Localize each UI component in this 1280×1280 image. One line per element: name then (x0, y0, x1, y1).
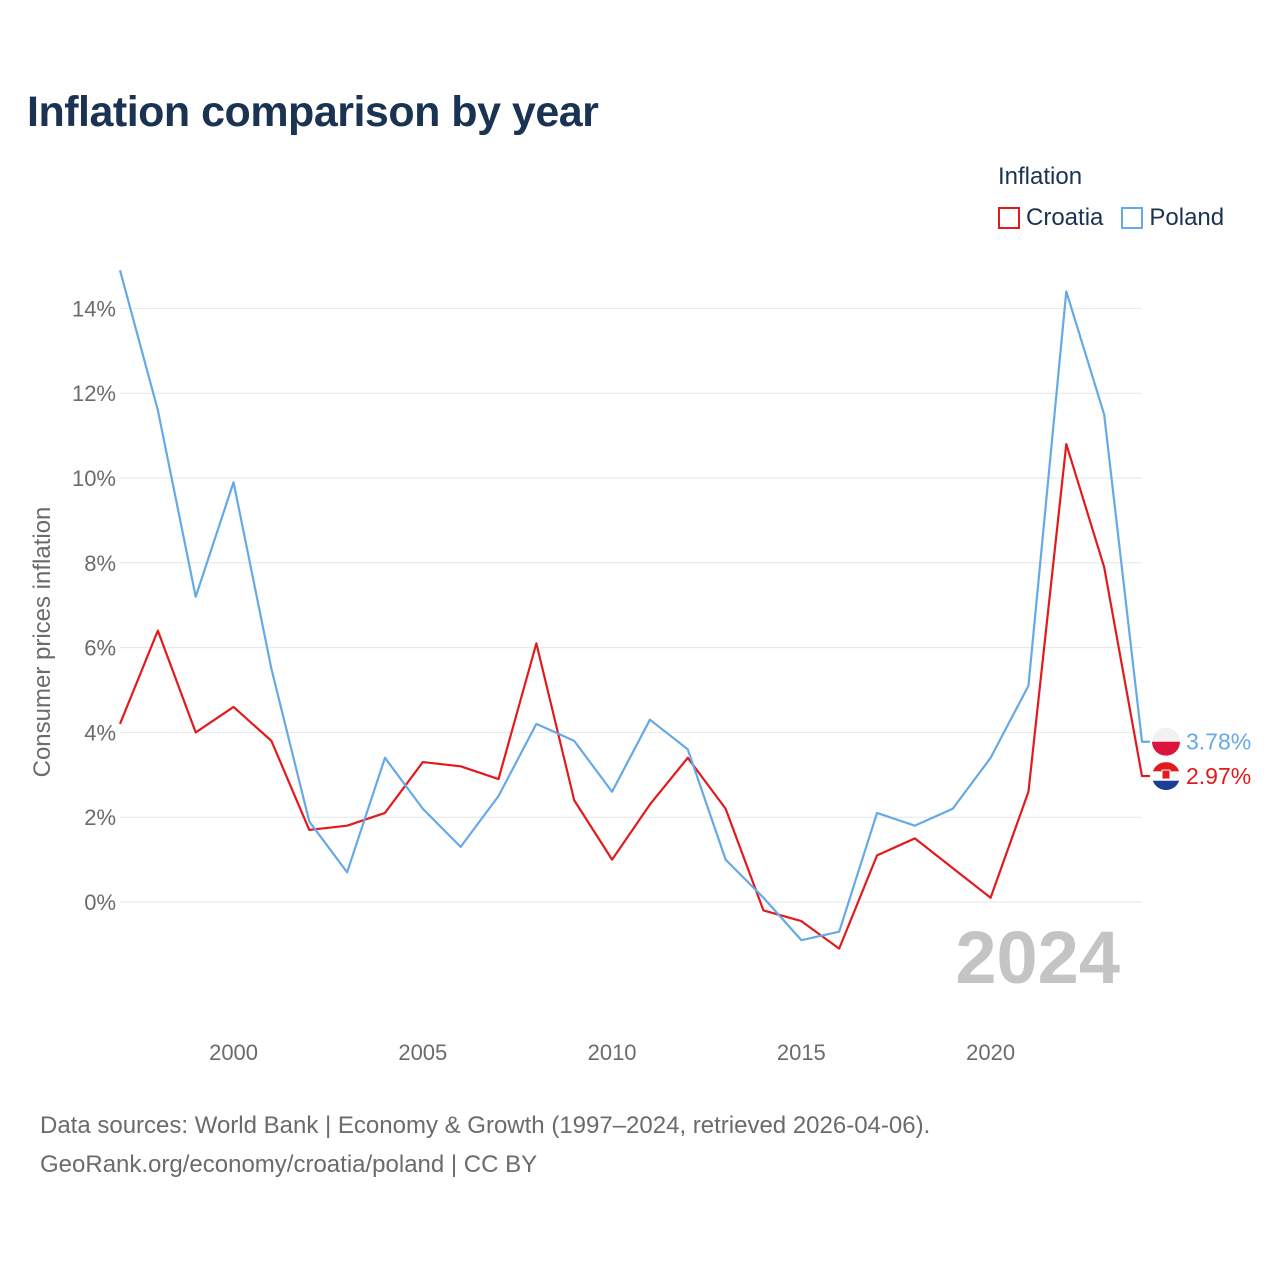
x-axis-ticks: 2000 2005 2010 2015 2020 (209, 1040, 1015, 1065)
x-tick-label: 2000 (209, 1040, 258, 1065)
end-label-poland: 3.78% (1186, 729, 1251, 755)
year-watermark: 2024 (955, 916, 1120, 999)
y-tick-label: 6% (84, 636, 116, 661)
y-tick-label: 0% (84, 890, 116, 915)
legend-label-poland: Poland (1149, 204, 1225, 231)
end-label-croatia: 2.97% (1186, 763, 1251, 789)
legend-title: Inflation (998, 163, 1083, 190)
y-axis-label: Consumer prices inflation (29, 507, 56, 778)
x-tick-label: 2005 (398, 1040, 447, 1065)
series-line-croatia[interactable] (118, 442, 1150, 950)
series-line-poland[interactable] (118, 269, 1150, 942)
x-tick-label: 2015 (777, 1040, 826, 1065)
series-end-markers: 2.97% 3.78% (1152, 727, 1251, 791)
footer-sources: Data sources: World Bank | Economy & Gro… (40, 1112, 931, 1139)
y-axis-ticks: 0% 2% 4% 6% 8% 10% 12% 14% (72, 296, 116, 915)
flag-croatia-icon (1152, 762, 1180, 791)
y-tick-label: 10% (72, 466, 116, 491)
legend-label-croatia: Croatia (1026, 204, 1104, 231)
legend: Croatia Poland (998, 204, 1242, 232)
legend-swatch-croatia (998, 207, 1020, 229)
y-tick-label: 12% (72, 381, 116, 406)
y-tick-label: 8% (84, 551, 116, 576)
legend-item-poland[interactable]: Poland (1121, 204, 1224, 232)
gridlines (120, 307, 1142, 903)
legend-item-croatia[interactable]: Croatia (998, 204, 1103, 232)
x-tick-label: 2020 (966, 1040, 1015, 1065)
y-tick-label: 2% (84, 805, 116, 830)
y-tick-label: 4% (84, 720, 116, 745)
series-lines (118, 269, 1150, 950)
legend-swatch-poland (1121, 207, 1144, 229)
footer-credit[interactable]: GeoRank.org/economy/croatia/poland | CC … (40, 1151, 538, 1178)
chart-title: Inflation comparison by year (27, 88, 599, 136)
footer: Data sources: World Bank | Economy & Gro… (40, 1106, 930, 1184)
y-tick-label: 14% (72, 296, 116, 321)
flag-poland-icon (1152, 727, 1180, 756)
x-tick-label: 2010 (588, 1040, 637, 1065)
